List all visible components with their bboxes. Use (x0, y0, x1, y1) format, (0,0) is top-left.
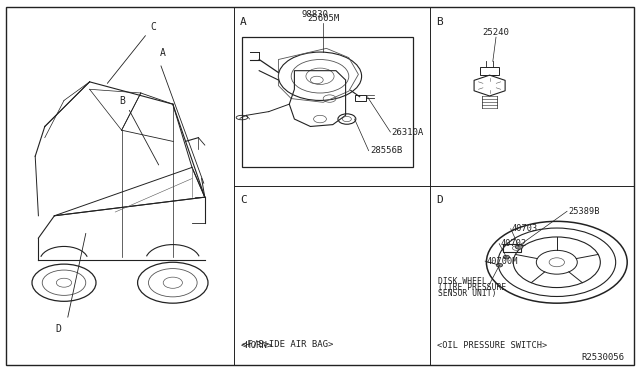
Text: C: C (150, 22, 156, 32)
Text: C: C (240, 195, 247, 205)
Text: 25605M: 25605M (307, 14, 339, 23)
Text: 98830: 98830 (301, 10, 328, 19)
Text: <HORN>: <HORN> (241, 341, 273, 350)
Text: (TIRE PRESSURE: (TIRE PRESSURE (438, 283, 507, 292)
Text: <OIL PRESSURE SWITCH>: <OIL PRESSURE SWITCH> (437, 341, 547, 350)
Text: DISK WHEEL: DISK WHEEL (438, 278, 487, 286)
Text: B: B (436, 17, 444, 27)
Bar (503, 244, 521, 252)
Circle shape (496, 263, 502, 267)
Text: A: A (240, 17, 247, 27)
Text: 40700M: 40700M (486, 257, 518, 266)
Text: 28556B: 28556B (370, 146, 402, 155)
Text: 26310A: 26310A (392, 128, 424, 137)
Circle shape (503, 255, 509, 259)
Text: R2530056: R2530056 (581, 353, 624, 362)
Text: D: D (55, 324, 61, 334)
Text: 40703: 40703 (512, 224, 538, 233)
Bar (242, 37, 413, 167)
Bar (355, 95, 366, 101)
Text: SENSOR UNIT): SENSOR UNIT) (438, 289, 497, 298)
Text: B: B (119, 96, 125, 106)
Text: D: D (436, 195, 444, 205)
Text: <F/S>IDE AIR BAG>: <F/S>IDE AIR BAG> (242, 340, 333, 349)
Text: 25389B: 25389B (568, 207, 600, 216)
Circle shape (515, 245, 523, 249)
Text: A: A (160, 48, 166, 58)
Text: 25240: 25240 (483, 28, 509, 37)
Bar (480, 67, 499, 75)
Text: 40702: 40702 (500, 239, 527, 248)
